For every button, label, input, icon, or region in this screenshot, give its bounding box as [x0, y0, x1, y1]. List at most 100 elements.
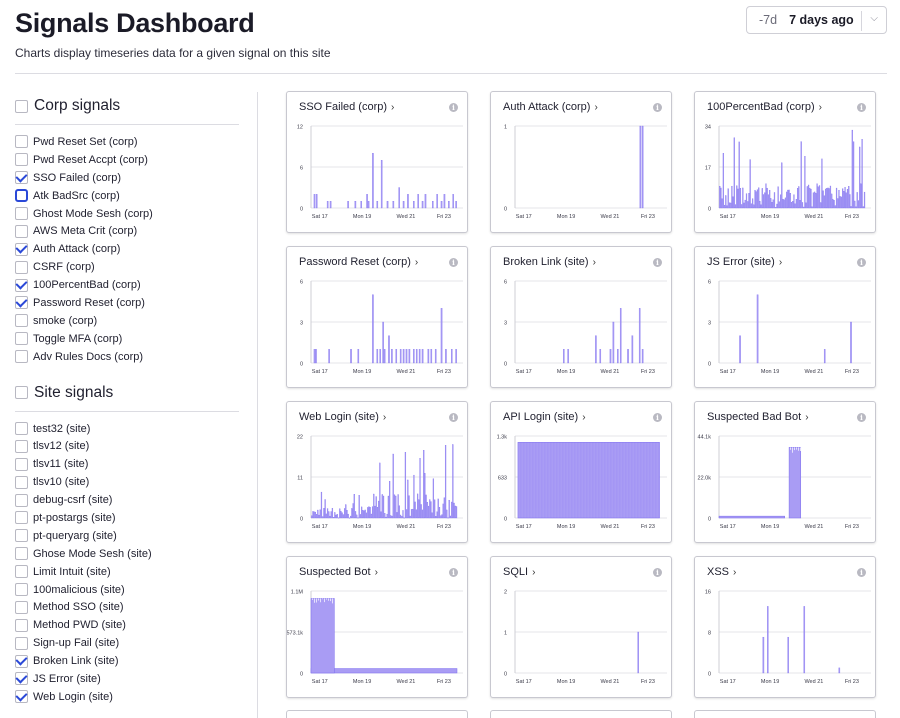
info-icon[interactable]: i — [449, 568, 458, 577]
signal-item-ghose-mode-sesh-site[interactable]: Ghose Mode Sesh (site) — [15, 545, 243, 563]
signal-checkbox[interactable] — [15, 565, 28, 579]
chart-title[interactable]: Web Login (site) › — [299, 411, 386, 423]
signal-checkbox[interactable] — [15, 457, 28, 471]
chart-title[interactable]: JS Error (site) › — [707, 256, 782, 268]
signal-checkbox[interactable] — [15, 242, 28, 256]
info-icon[interactable]: i — [857, 258, 866, 267]
signal-checkbox[interactable] — [15, 207, 28, 220]
signal-checkbox[interactable] — [15, 278, 28, 292]
chart-title[interactable]: Broken Link (site) › — [503, 256, 596, 268]
signal-item-pwd-reset-set-corp[interactable]: Pwd Reset Set (corp) — [15, 133, 243, 151]
signal-item-test32-site[interactable]: test32 (site) — [15, 420, 243, 438]
signal-checkbox[interactable] — [15, 296, 28, 310]
signal-checkbox[interactable] — [15, 189, 28, 203]
signal-item-toggle-mfa-corp[interactable]: Toggle MFA (corp) — [15, 330, 243, 348]
chart-card-web-login-site[interactable]: Web Login (site) › i 22 11 0 Sat 17 Mon 19 Wed 2… — [286, 401, 468, 543]
signal-item-auth-attack-corp[interactable]: Auth Attack (corp) — [15, 240, 243, 258]
signal-checkbox[interactable] — [15, 439, 28, 453]
site-signals-select-all-checkbox[interactable] — [15, 386, 28, 400]
signal-checkbox[interactable] — [15, 422, 28, 436]
chart-card-api-login-site[interactable]: API Login (site) › i 1.3k 633 0 Sat 17 Mon 19 We… — [490, 401, 672, 543]
info-icon[interactable]: i — [449, 103, 458, 112]
chart-card-partial[interactable] — [694, 710, 876, 718]
signal-item-smoke-corp[interactable]: smoke (corp) — [15, 312, 243, 330]
chart-title[interactable]: SSO Failed (corp) › — [299, 101, 394, 113]
signal-checkbox[interactable] — [15, 153, 28, 167]
signal-checkbox[interactable] — [15, 618, 28, 632]
info-icon[interactable]: i — [857, 568, 866, 577]
signal-item-js-error-site[interactable]: JS Error (site) — [15, 670, 243, 688]
signal-checkbox[interactable] — [15, 314, 28, 328]
chart-card-suspected-bad-bot[interactable]: Suspected Bad Bot › i 44.1k 22.0k 0 Sat 17 Mon … — [694, 401, 876, 543]
signal-item-method-pwd-site[interactable]: Method PWD (site) — [15, 616, 243, 634]
signal-item-broken-link-site[interactable]: Broken Link (site) — [15, 652, 243, 670]
chart-card-auth-attack-corp[interactable]: Auth Attack (corp) › i 1 0 Sat 17 Mon 19 Wed 21… — [490, 91, 672, 233]
signal-item-aws-meta-crit-corp[interactable]: AWS Meta Crit (corp) — [15, 222, 243, 240]
signal-item-atk-badsrc-corp[interactable]: Atk BadSrc (corp) — [15, 187, 243, 205]
chart-card-partial[interactable] — [286, 710, 468, 718]
signal-checkbox[interactable] — [15, 547, 28, 561]
chart-card-js-error-site[interactable]: JS Error (site) › i 6 3 0 Sat 17 Mon 19 Wed 21 Fr… — [694, 246, 876, 388]
chart-card-password-reset-corp[interactable]: Password Reset (corp) › i 6 3 0 Sat 17 Mon 19 We… — [286, 246, 468, 388]
signal-item-ghost-mode-sesh-corp[interactable]: Ghost Mode Sesh (corp) — [15, 205, 243, 223]
signal-item-debug-csrf-site[interactable]: debug-csrf (site) — [15, 491, 243, 509]
chart-card-suspected-bot[interactable]: Suspected Bot › i 1.1M 573.1k 0 Sat 17 Mon 19 We… — [286, 556, 468, 698]
chart-title[interactable]: Suspected Bot › — [299, 566, 378, 578]
chart-card-xss[interactable]: XSS › i 16 8 0 Sat 17 Mon 19 Wed 21 Fri 23 — [694, 556, 876, 698]
signal-checkbox[interactable] — [15, 672, 28, 686]
signal-checkbox[interactable] — [15, 600, 28, 614]
signal-checkbox[interactable] — [15, 332, 28, 346]
info-icon[interactable]: i — [449, 258, 458, 267]
chart-card-100percentbad-corp[interactable]: 100PercentBad (corp) › i 34 17 0 Sat 17 Mon 19 W… — [694, 91, 876, 233]
chart-title[interactable]: API Login (site) › — [503, 411, 586, 423]
info-icon[interactable]: i — [653, 103, 662, 112]
signal-item-tlsv11-site[interactable]: tlsv11 (site) — [15, 455, 243, 473]
signal-item-csrf-corp[interactable]: CSRF (corp) — [15, 258, 243, 276]
signal-item-limit-intuit-site[interactable]: Limit Intuit (site) — [15, 563, 243, 581]
signal-item-100percentbad-corp[interactable]: 100PercentBad (corp) — [15, 276, 243, 294]
chart-title[interactable]: Auth Attack (corp) › — [503, 101, 598, 113]
signal-checkbox[interactable] — [15, 493, 28, 507]
signal-checkbox[interactable] — [15, 654, 28, 668]
signal-item-sso-failed-corp[interactable]: SSO Failed (corp) — [15, 169, 243, 187]
signal-item-pwd-reset-accpt-corp[interactable]: Pwd Reset Accpt (corp) — [15, 151, 243, 169]
signal-item-method-sso-site[interactable]: Method SSO (site) — [15, 598, 243, 616]
signal-item-pt-queryarg-site[interactable]: pt-queryarg (site) — [15, 527, 243, 545]
info-icon[interactable]: i — [857, 103, 866, 112]
signal-checkbox[interactable] — [15, 260, 28, 274]
chevron-down-icon[interactable]: ⌵ — [870, 13, 878, 24]
chart-title[interactable]: XSS › — [707, 566, 736, 578]
signal-checkbox[interactable] — [15, 171, 28, 185]
signal-item-tlsv10-site[interactable]: tlsv10 (site) — [15, 473, 243, 491]
chart-title[interactable]: 100PercentBad (corp) › — [707, 101, 822, 113]
signal-item-sign-up-fail-site[interactable]: Sign-up Fail (site) — [15, 634, 243, 652]
chart-title[interactable]: Suspected Bad Bot › — [707, 411, 809, 423]
chart-title[interactable]: Password Reset (corp) › — [299, 256, 418, 268]
signal-item-adv-rules-docs-corp[interactable]: Adv Rules Docs (corp) — [15, 348, 243, 366]
signal-checkbox[interactable] — [15, 690, 28, 704]
signal-checkbox[interactable] — [15, 135, 28, 149]
signal-item-web-login-site[interactable]: Web Login (site) — [15, 688, 243, 706]
signal-checkbox[interactable] — [15, 350, 28, 364]
info-icon[interactable]: i — [653, 413, 662, 422]
signal-item-tlsv12-site[interactable]: tlsv12 (site) — [15, 437, 243, 455]
chart-card-broken-link-site[interactable]: Broken Link (site) › i 6 3 0 Sat 17 Mon 19 Wed 2… — [490, 246, 672, 388]
chart-card-partial[interactable] — [490, 710, 672, 718]
info-icon[interactable]: i — [857, 413, 866, 422]
chart-title[interactable]: SQLI › — [503, 566, 535, 578]
signal-checkbox[interactable] — [15, 636, 28, 650]
signal-checkbox[interactable] — [15, 529, 28, 543]
signal-checkbox[interactable] — [15, 475, 28, 489]
signal-item-100malicious-site[interactable]: 100malicious (site) — [15, 581, 243, 599]
signal-checkbox[interactable] — [15, 224, 28, 238]
signal-item-pt-postargs-site[interactable]: pt-postargs (site) — [15, 509, 243, 527]
corp-signals-select-all-checkbox[interactable] — [15, 99, 28, 113]
info-icon[interactable]: i — [449, 413, 458, 422]
chart-card-sso-failed-corp[interactable]: SSO Failed (corp) › i 12 6 0 Sat 17 Mon 19 Wed 2… — [286, 91, 468, 233]
signal-checkbox[interactable] — [15, 511, 28, 525]
signal-checkbox[interactable] — [15, 583, 28, 597]
info-icon[interactable]: i — [653, 568, 662, 577]
time-range-select[interactable]: -7d 7 days ago ⌵ — [746, 6, 887, 34]
signal-item-password-reset-corp[interactable]: Password Reset (corp) — [15, 294, 243, 312]
chart-card-sqli[interactable]: SQLI › i 2 1 0 Sat 17 Mon 19 Wed 21 Fri 23 — [490, 556, 672, 698]
